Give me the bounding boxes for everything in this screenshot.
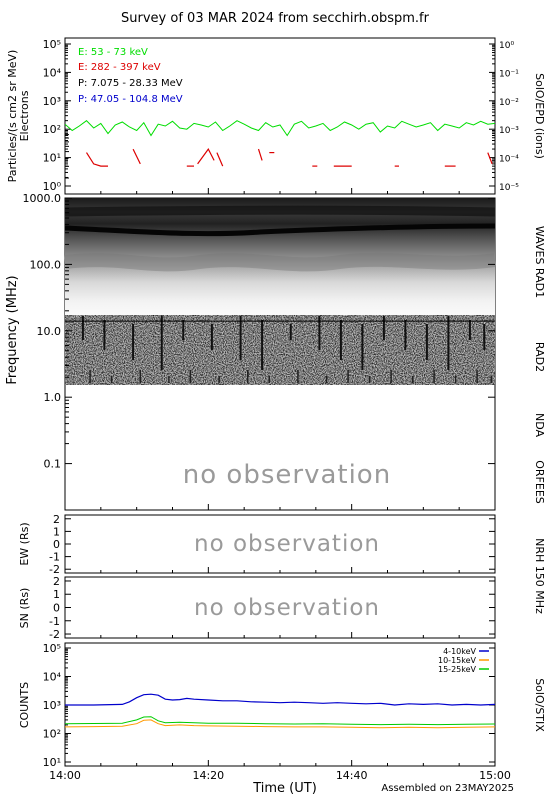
stix-legend-4-10: 4-10keV xyxy=(443,647,476,656)
series-e-53-73-kev xyxy=(65,120,495,137)
frequency-tick-label: 10.0 xyxy=(37,325,62,338)
red-segment xyxy=(85,152,108,167)
label-waves-rad1: WAVES RAD1 xyxy=(533,226,546,298)
ew-tick-label: 0 xyxy=(53,538,60,551)
ew-tick-label: -1 xyxy=(49,551,60,564)
particles-legend-p-high: P: 47.05 - 104.8 MeV xyxy=(78,94,183,105)
ew-tick-label: 1 xyxy=(53,525,60,538)
sn-ylabel: SN (Rs) xyxy=(18,588,31,629)
sn-ticks: 210-1-2 xyxy=(49,575,495,641)
sn-tick-label: -2 xyxy=(49,628,60,641)
rad1-spectrogram xyxy=(65,198,495,315)
red-segment xyxy=(132,148,141,165)
particles-ylabel: Particles/(s cm2 sr MeV) xyxy=(6,50,19,183)
particles-right-tick-label: 10⁻⁴ xyxy=(499,155,519,165)
time-tick-label: 14:20 xyxy=(192,769,224,782)
particles-right-tick-label: 10⁻² xyxy=(499,98,519,108)
stix-legend-10-15: 10-15keV xyxy=(438,656,477,665)
rad2-noise xyxy=(65,315,495,385)
stix-panel: 10¹ 10² 10³ 10⁴ 10⁵ 4-10keV 10-15keV 15-25ke… xyxy=(18,642,546,769)
frequency-tick-label: 1000.0 xyxy=(23,192,62,205)
frequency-ticks: 0.1 1.0 10.0 100.0 1000.0 xyxy=(23,134,495,471)
rad1-lane xyxy=(64,205,496,217)
particles-legend-p-low: P: 7.075 - 28.33 MeV xyxy=(78,78,183,89)
time-tick-label: 15:00 xyxy=(479,769,511,782)
particles-legend-e-low: E: 53 - 73 keV xyxy=(78,47,148,58)
red-segment xyxy=(257,148,263,161)
particles-legend-e-high: E: 282 - 397 keV xyxy=(78,62,161,73)
nrh-right-label: NRH 150 MHz xyxy=(533,538,546,614)
frequency-ylabel: Frequency (MHz) xyxy=(5,275,20,384)
series-4-10kev xyxy=(65,693,495,706)
particles-tick-label: 10² xyxy=(43,123,61,136)
stix-tick-label: 10³ xyxy=(43,699,61,712)
label-orfees: ORFEES xyxy=(533,460,546,504)
nrh-ew-panel: 210-1-2 no observation EW (Rs) xyxy=(18,513,496,576)
frequency-tick-label: 0.1 xyxy=(44,458,62,471)
frequency-tick-label: 100.0 xyxy=(30,258,62,271)
ew-frame xyxy=(64,514,496,574)
series-15-25kev xyxy=(65,716,495,726)
nrh-sn-panel: 210-1-2 no observation SN (Rs) NRH 150 M… xyxy=(18,538,546,641)
particles-tick-label: 10³ xyxy=(43,95,61,108)
particles-tick-label: 10⁴ xyxy=(43,66,62,79)
stix-ylabel: COUNTS xyxy=(18,682,31,728)
red-segment xyxy=(197,147,215,165)
particles-right-tick-label: 10⁰ xyxy=(499,41,514,51)
particles-right-tick-label: 10⁻¹ xyxy=(499,69,519,79)
ew-ticks: 210-1-2 xyxy=(49,513,495,576)
particles-frame xyxy=(64,37,496,195)
sn-tick-label: 0 xyxy=(53,602,60,615)
stix-legend: 4-10keV 10-15keV 15-25keV xyxy=(438,647,489,674)
red-segment xyxy=(216,152,224,167)
particles-ylabel-electrons: Electrons xyxy=(18,90,31,141)
particles-right-tick-label: 10⁻⁵ xyxy=(499,183,519,193)
rad1-lane xyxy=(64,223,496,237)
ew-ylabel: EW (Rs) xyxy=(18,522,31,565)
sn-tick-label: -1 xyxy=(49,615,60,628)
particles-right-tick-label: 10⁻³ xyxy=(499,126,519,136)
sn-no-observation: no observation xyxy=(194,595,380,621)
particles-tick-label: 10⁵ xyxy=(43,38,61,51)
time-xlabel: Time (UT) xyxy=(252,781,317,796)
rad1-lane xyxy=(64,252,497,272)
particles-tick-label: 10⁰ xyxy=(43,180,62,193)
rad2-vertical-bursts xyxy=(81,316,493,383)
stix-legend-15-25: 15-25keV xyxy=(438,665,477,674)
particles-y-ticks: 10⁰ 10⁻⁵ 10¹ 10⁻⁴ 10² 10⁻³ 10³ 10⁻² 10⁴ 10⁻¹ 10⁵ 10… xyxy=(43,38,520,193)
particles-panel: 10⁰ 10⁻⁵ 10¹ 10⁻⁴ 10² 10⁻³ 10³ 10⁻² 10⁴ 10⁻¹ 10⁵ 10… xyxy=(6,37,546,195)
time-tick-label: 14:00 xyxy=(49,769,81,782)
time-axis: 14:00 14:20 14:40 15:00 xyxy=(49,188,511,782)
sn-frame xyxy=(64,576,496,639)
stix-tick-label: 10¹ xyxy=(43,756,61,769)
stix-right-label: SolO/STIX xyxy=(533,678,546,732)
series-10-15kev xyxy=(65,719,495,729)
figure-title: Survey of 03 MAR 2024 from secchirh.obsp… xyxy=(121,11,430,26)
spectrum-no-observation: no observation xyxy=(183,460,391,490)
stix-tick-label: 10⁴ xyxy=(43,671,62,684)
assembled-note: Assembled on 23MAY2025 xyxy=(381,783,514,794)
stix-tick-label: 10² xyxy=(43,728,61,741)
stix-ticks: 10¹ 10² 10³ 10⁴ 10⁵ xyxy=(43,642,495,769)
particles-tick-label: 10¹ xyxy=(43,152,61,165)
ew-no-observation: no observation xyxy=(194,531,380,557)
series-e-282-397-kev xyxy=(85,147,493,167)
ew-tick-label: 2 xyxy=(53,513,60,526)
ew-tick-label: -2 xyxy=(49,563,60,576)
sn-tick-label: 2 xyxy=(53,575,60,588)
red-segment xyxy=(487,152,493,165)
label-rad2: RAD2 xyxy=(533,342,546,372)
time-tick-label: 14:40 xyxy=(336,769,368,782)
particles-right-label: SolO/EPD (ions) xyxy=(533,73,546,159)
label-nda: NDA xyxy=(533,413,546,438)
sn-tick-label: 1 xyxy=(53,588,60,601)
rad1-dark-lanes xyxy=(64,205,497,272)
frequency-tick-label: 1.0 xyxy=(44,391,62,404)
stix-tick-label: 10⁵ xyxy=(43,642,61,655)
radio-spectrum-panel: 0.1 1.0 10.0 100.0 1000.0 no observation Fre… xyxy=(5,134,546,511)
